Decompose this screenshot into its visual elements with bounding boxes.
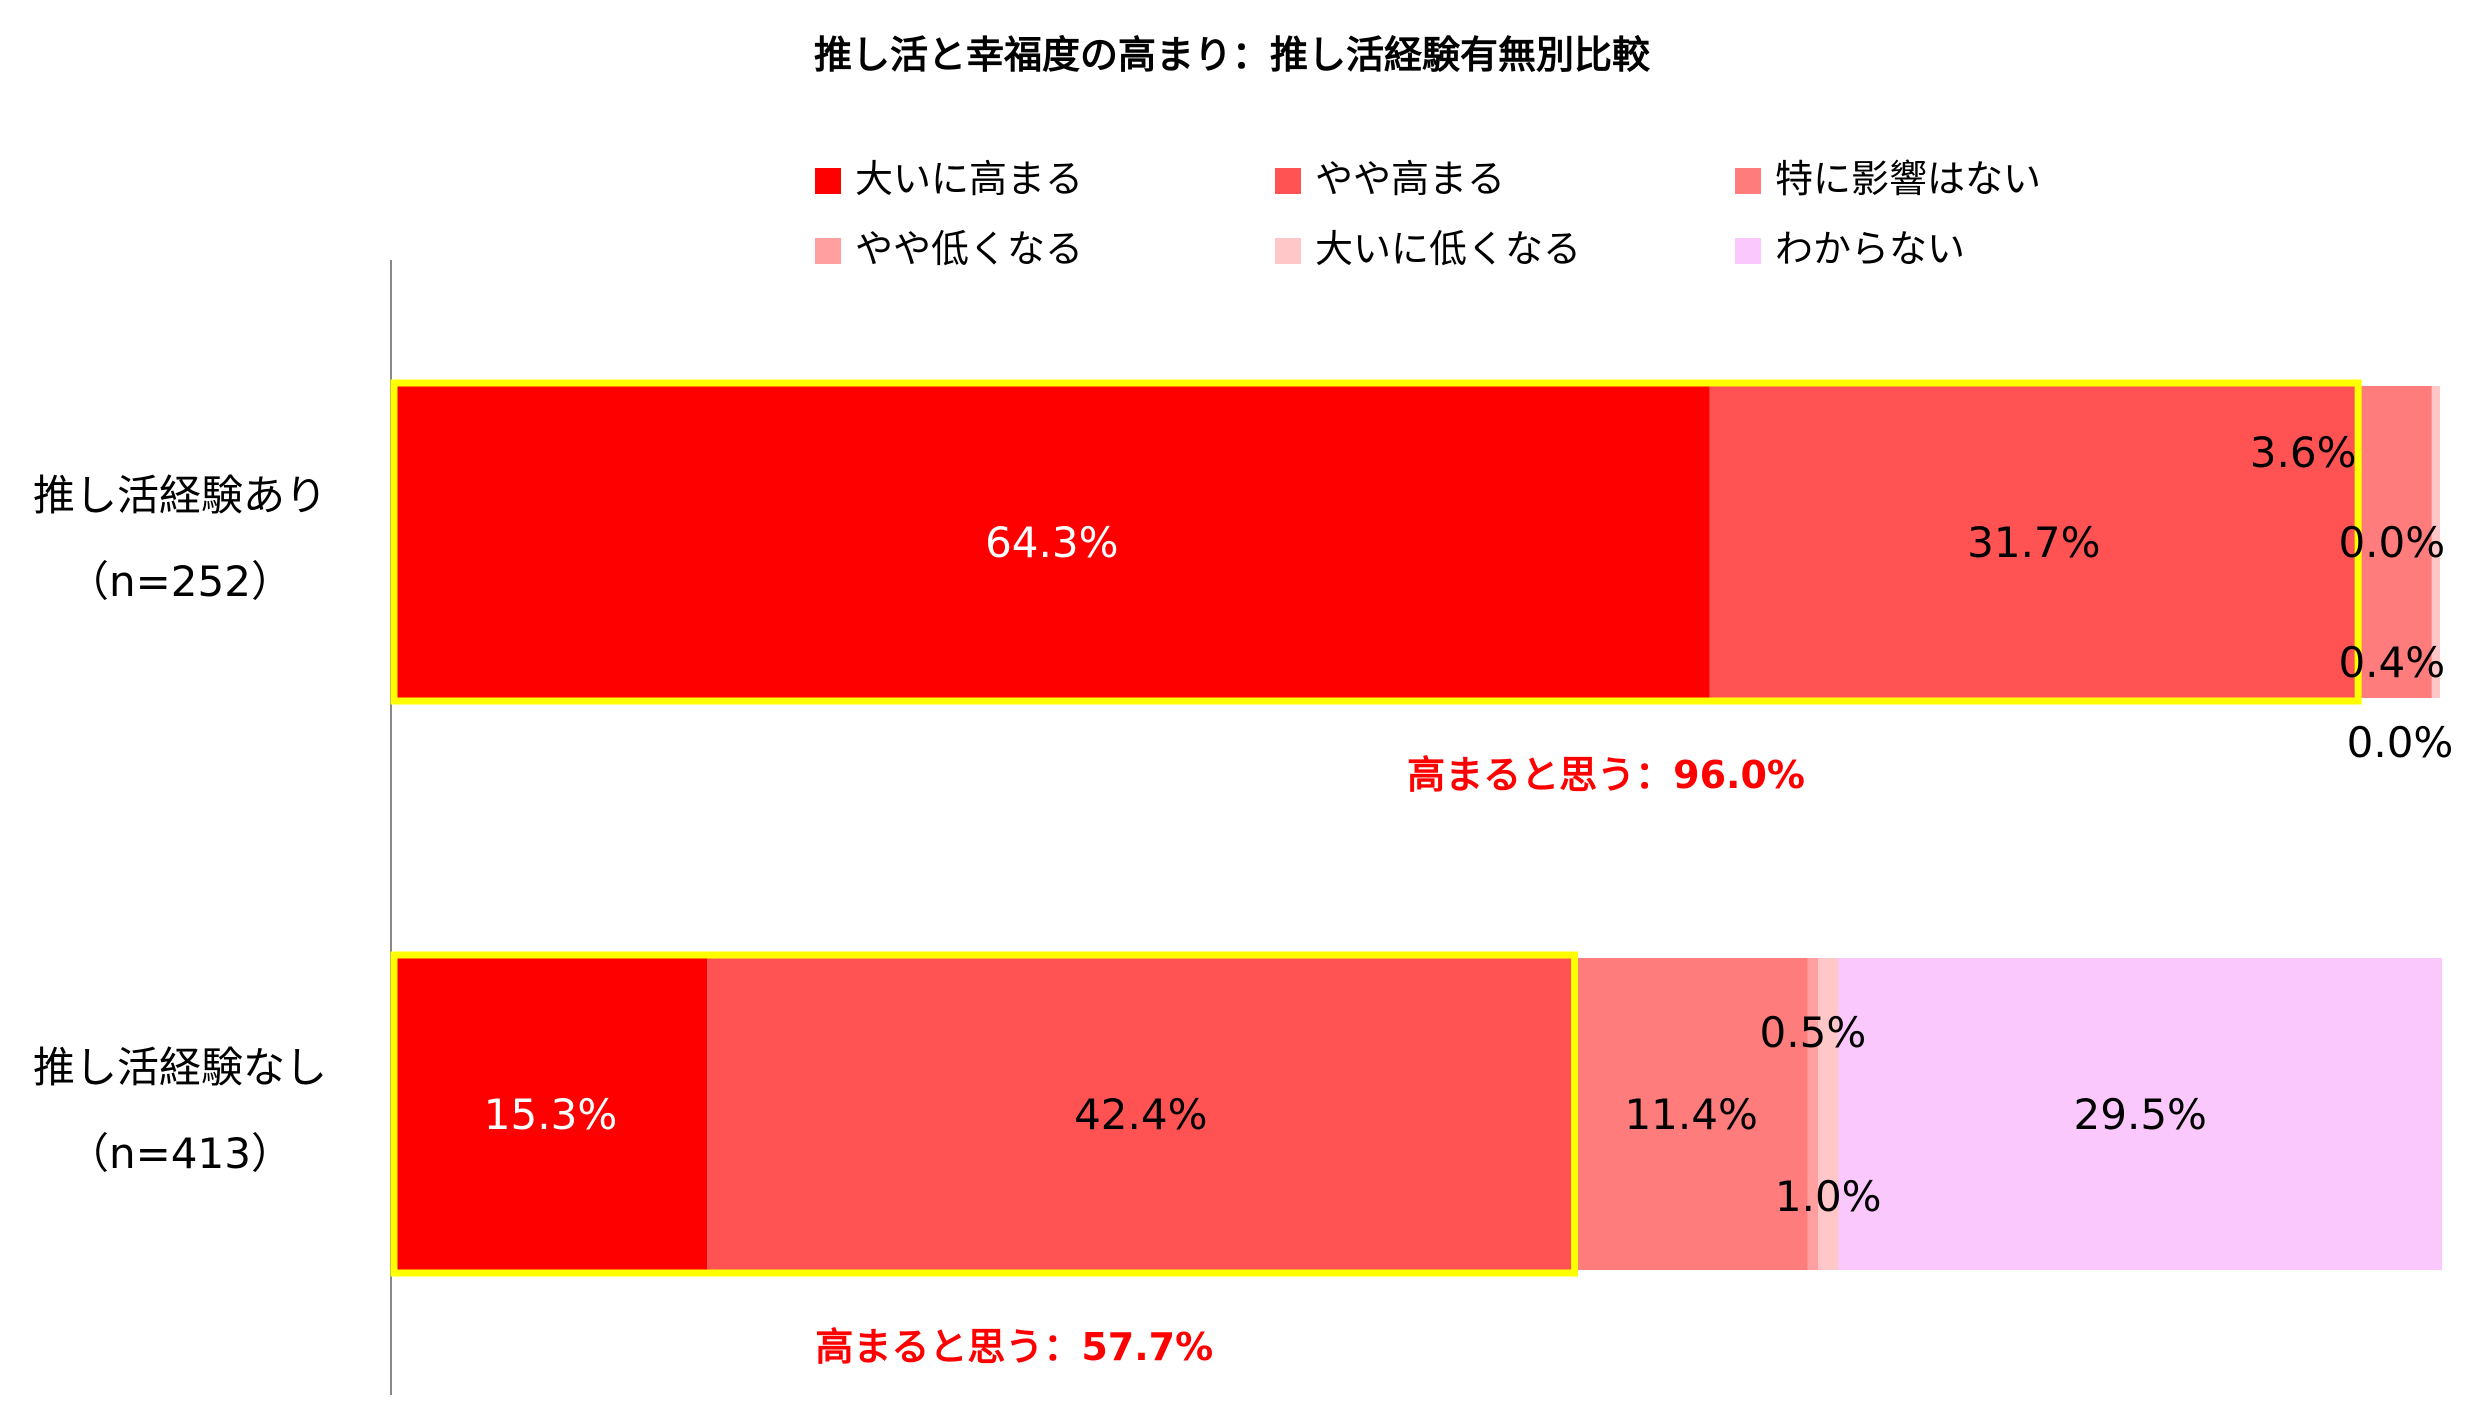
segment-label-1-4: 0.0% <box>2338 518 2445 567</box>
segment-label-2-4: 0.5% <box>1760 1008 1867 1057</box>
segment-label-1-5: 0.4% <box>2338 638 2445 687</box>
legend-swatch-4 <box>815 238 841 264</box>
callout-label-1: 高まると思う：96.0% <box>1407 753 1805 797</box>
legend-swatch-3 <box>1735 168 1761 194</box>
legend-swatch-1 <box>815 168 841 194</box>
highlight-box-1 <box>390 379 2362 705</box>
bar-segment-1-2 <box>1709 386 2359 698</box>
legend-label-6: わからない <box>1775 227 1965 271</box>
legend-label-1: 大いに高まる <box>855 157 1083 201</box>
segment-label-1-1: 64.3% <box>985 518 1118 567</box>
bar-segment-2-1 <box>394 958 708 1270</box>
segment-label-2-1: 15.3% <box>484 1090 617 1139</box>
segment-label-1-3: 3.6% <box>2250 428 2357 477</box>
category-label-1: 推し活経験あり <box>33 471 327 520</box>
segment-label-2-5: 1.0% <box>1775 1172 1882 1221</box>
callout-label-2: 高まると思う：57.7% <box>815 1325 1213 1369</box>
bars-group <box>390 379 2443 1277</box>
segment-label-2-6: 29.5% <box>2074 1090 2207 1139</box>
chart-title: 推し活と幸福度の高まり：推し活経験有無別比較 <box>814 33 1651 77</box>
legend-swatch-2 <box>1275 168 1301 194</box>
legend-label-4: やや低くなる <box>855 227 1083 271</box>
legend-label-5: 大いに低くなる <box>1315 227 1581 271</box>
bar-segment-2-6 <box>1838 958 2443 1270</box>
legend-swatch-6 <box>1735 238 1761 264</box>
bar-segment-2-2 <box>707 958 1575 1270</box>
legend-label-3: 特に影響はない <box>1775 157 2041 201</box>
bar-segment-2-4 <box>1807 958 1819 1270</box>
category-n-label-2: （n=413） <box>67 1129 293 1178</box>
category-n-label-1: （n=252） <box>67 557 293 606</box>
legend-label-2: やや高まる <box>1315 157 1505 201</box>
segment-label-2-2: 42.4% <box>1074 1090 1207 1139</box>
legend-swatch-5 <box>1275 238 1301 264</box>
bar-segment-1-3 <box>2358 386 2432 698</box>
segment-label-1-2: 31.7% <box>1967 518 2100 567</box>
segment-label-1-6: 0.0% <box>2347 718 2454 767</box>
category-label-2: 推し活経験なし <box>33 1043 327 1092</box>
bar-segment-1-1 <box>394 386 1710 698</box>
bar-segment-2-3 <box>1574 958 1808 1270</box>
highlight-box-2 <box>390 951 1579 1277</box>
bar-segment-1-5 <box>2431 386 2440 698</box>
bar-segment-2-5 <box>1818 958 1839 1270</box>
labels-group: 推し活経験あり （n=252） 推し活経験なし （n=413） 64.3% 31.7% 3.… <box>33 428 2453 1369</box>
segment-label-2-3: 11.4% <box>1624 1090 1757 1139</box>
